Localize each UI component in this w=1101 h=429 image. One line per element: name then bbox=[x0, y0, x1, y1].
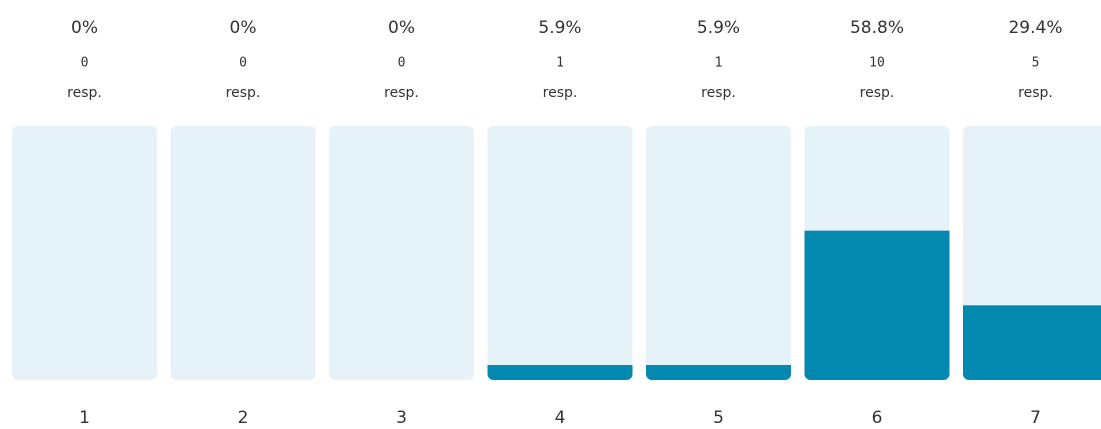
x-tick-label: 7 bbox=[1030, 408, 1041, 428]
value-label: 0% bbox=[230, 18, 257, 38]
bar bbox=[487, 365, 633, 380]
bar bbox=[804, 230, 950, 380]
count-label: 1 bbox=[556, 56, 564, 71]
count-label: 0 bbox=[81, 56, 89, 71]
value-label: 29.4% bbox=[1008, 18, 1062, 38]
bar-track bbox=[12, 126, 157, 380]
x-tick-label: 2 bbox=[238, 408, 249, 428]
count-unit: resp. bbox=[384, 85, 419, 101]
value-label: 58.8% bbox=[850, 18, 904, 38]
bar bbox=[646, 365, 791, 380]
count-unit: resp. bbox=[67, 85, 102, 101]
bar-track bbox=[487, 126, 633, 380]
count-label: 1 bbox=[715, 56, 723, 71]
value-label: 0% bbox=[388, 18, 415, 38]
count-label: 0 bbox=[398, 56, 406, 71]
count-unit: resp. bbox=[226, 85, 261, 101]
bar bbox=[963, 305, 1101, 380]
x-tick-label: 3 bbox=[396, 408, 407, 428]
count-unit: resp. bbox=[860, 85, 895, 101]
x-tick-label: 5 bbox=[713, 408, 724, 428]
count-label: 0 bbox=[239, 56, 247, 71]
count-unit: resp. bbox=[543, 85, 578, 101]
count-unit: resp. bbox=[1018, 85, 1053, 101]
x-tick-label: 4 bbox=[555, 408, 566, 428]
value-label: 5.9% bbox=[538, 18, 581, 38]
count-unit: resp. bbox=[701, 85, 736, 101]
bar-track bbox=[329, 126, 474, 380]
bar-track bbox=[646, 126, 791, 380]
value-label: 0% bbox=[71, 18, 98, 38]
bar-track bbox=[170, 126, 316, 380]
x-tick-label: 6 bbox=[872, 408, 883, 428]
value-label: 5.9% bbox=[697, 18, 740, 38]
x-tick-label: 1 bbox=[79, 408, 90, 428]
count-label: 10 bbox=[869, 56, 885, 71]
count-label: 5 bbox=[1032, 56, 1040, 71]
